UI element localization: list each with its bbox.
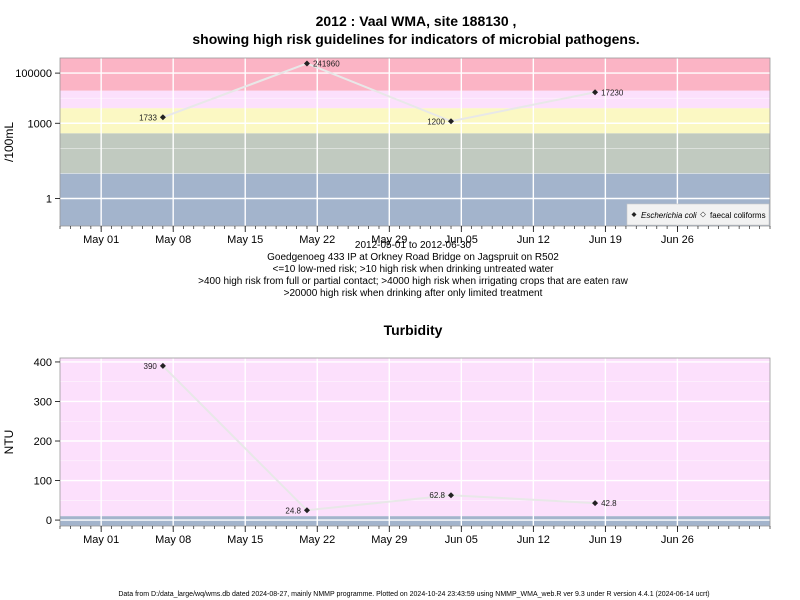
x-tick-label: Jun 12	[517, 234, 550, 246]
data-label: 1733	[139, 113, 157, 122]
legend-ecoli-label: Escherichia coli	[641, 211, 697, 220]
x-tick-label: Jun 19	[589, 534, 622, 546]
x-tick-label: Jun 26	[661, 534, 694, 546]
x-tick-label: Jun 26	[661, 234, 694, 246]
data-point	[159, 114, 166, 121]
y-tick-label: 400	[34, 357, 52, 369]
footer-note: Data from D:/data_large/wq/wms.db dated …	[118, 591, 709, 598]
data-point	[448, 118, 455, 125]
data-label: 62.8	[429, 491, 445, 500]
caption-line-site: Goedgenoeg 433 IP at Orkney Road Bridge …	[267, 252, 559, 263]
risk-band-1	[60, 358, 770, 517]
series-line	[162, 62, 596, 123]
plot-frame	[59, 57, 771, 227]
chart1-title-line2: showing high risk guidelines for indicat…	[192, 31, 639, 47]
series-line	[162, 365, 596, 512]
y-tick-label: 1000	[28, 118, 52, 130]
risk-band-3	[60, 90, 770, 109]
data-point	[303, 60, 310, 67]
legend-faecal-label: faecal coliforms	[710, 211, 766, 220]
x-tick-label: May 29	[371, 534, 407, 546]
legend-ecoli-marker	[631, 212, 637, 217]
x-tick-label: Jun 12	[517, 534, 550, 546]
y-tick-label: 0	[46, 515, 52, 527]
caption-line-guideline-2: >400 high risk from full or partial cont…	[198, 276, 628, 287]
x-tick-label: May 01	[83, 234, 119, 246]
risk-band-2	[60, 108, 770, 134]
chart2-plot: May 01 May 08 May 15 May 22 May 29 Jun 05 Jun …	[34, 357, 771, 546]
x-tick-label: May 01	[83, 534, 119, 546]
y-tick-label: 300	[34, 396, 52, 408]
data-label: 1200	[427, 117, 445, 126]
data-point	[448, 492, 455, 499]
data-label: 24.8	[285, 506, 301, 515]
data-label: 390	[144, 362, 158, 371]
caption-line-guideline-3: >20000 high risk when drinking after onl…	[284, 288, 543, 299]
x-tick-label: May 15	[227, 534, 263, 546]
chart1-ylabel: /100mL	[2, 122, 16, 162]
x-tick-label: Jun 19	[589, 234, 622, 246]
x-tick-label: May 15	[227, 234, 263, 246]
x-tick-label: May 08	[155, 534, 191, 546]
chart1-title-line1: 2012 : Vaal WMA, site 188130 ,	[316, 13, 517, 29]
chart1-plot: May 01 May 08 May 15 May 22 May 29 Jun 05 Jun …	[15, 57, 771, 246]
x-tick-label: May 08	[155, 234, 191, 246]
chart1-legend: Escherichia coli faecal coliforms	[626, 203, 770, 226]
chart1-caption: 2012-05-01 to 2012-06-30 Goedgenoeg 433 …	[198, 240, 628, 299]
data-point	[303, 507, 310, 514]
data-point	[592, 89, 599, 96]
caption-line-date-range: 2012-05-01 to 2012-06-30	[355, 240, 472, 251]
risk-band-1	[60, 133, 770, 174]
chart2-title: Turbidity	[384, 322, 443, 338]
x-tick-label: May 29	[371, 234, 407, 246]
plot-frame	[59, 357, 771, 527]
risk-band-0	[60, 516, 770, 526]
y-tick-label: 100	[34, 476, 52, 488]
data-label: 17230	[601, 88, 624, 97]
legend-box	[626, 203, 770, 226]
data-point	[159, 362, 166, 369]
x-tick-label: Jun 05	[445, 234, 478, 246]
data-label: 42.8	[601, 499, 617, 508]
data-point	[592, 500, 599, 507]
x-tick-label: May 22	[299, 534, 335, 546]
y-tick-label: 200	[34, 436, 52, 448]
data-label: 241960	[313, 59, 340, 68]
y-tick-label: 1	[46, 193, 52, 205]
legend-faecal-marker	[700, 211, 706, 218]
caption-line-guideline-1: <=10 low-med risk; >10 high risk when dr…	[273, 264, 555, 275]
risk-band-4	[60, 58, 770, 91]
chart2-ylabel: NTU	[2, 430, 16, 455]
y-tick-label: 100000	[15, 68, 52, 80]
x-tick-label: Jun 05	[445, 534, 478, 546]
x-tick-label: May 22	[299, 234, 335, 246]
